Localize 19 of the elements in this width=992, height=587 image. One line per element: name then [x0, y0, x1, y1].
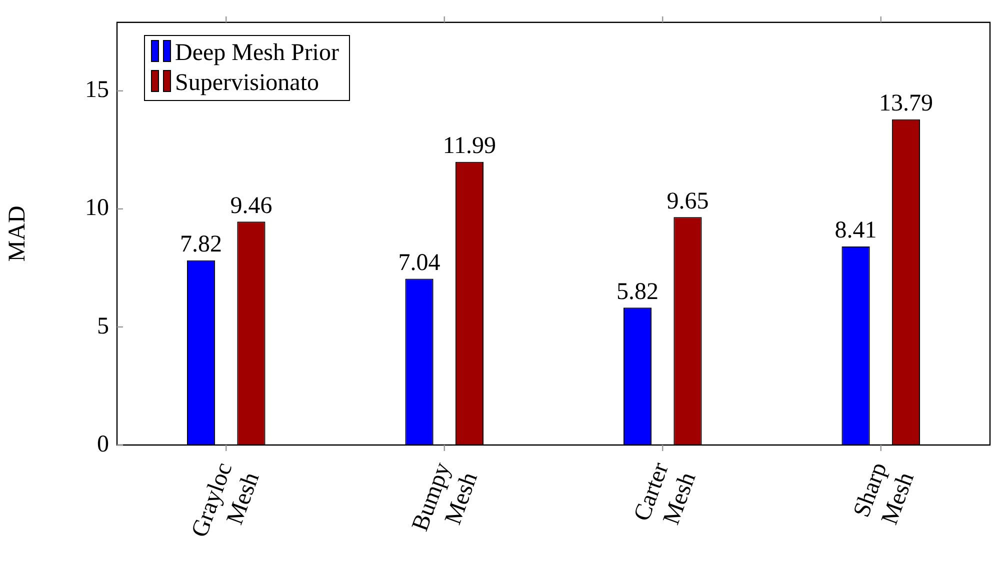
data-label: 9.65	[666, 188, 709, 214]
y-tick-label: 10	[85, 195, 109, 222]
y-tick-label: 5	[97, 313, 109, 340]
x-tick-label: Carter Mesh	[629, 459, 702, 528]
y-axis-title: MAD	[4, 206, 31, 262]
y-tick-label: 15	[85, 77, 109, 104]
data-label: 11.99	[442, 133, 496, 160]
x-tick-label: Grayloc Mesh	[186, 459, 265, 541]
x-tick-label: Bumpy Mesh	[407, 459, 483, 535]
data-label: 8.41	[834, 218, 877, 244]
legend-label: Deep Mesh Prior	[175, 40, 339, 66]
data-label: 13.79	[878, 90, 933, 117]
data-label: 5.82	[616, 278, 659, 305]
data-label: 7.04	[398, 250, 440, 276]
x-tick-label: Sharp Mesh	[848, 459, 920, 528]
data-label: 9.46	[230, 192, 272, 219]
data-label: 7.82	[180, 232, 222, 258]
y-tick-label: 0	[97, 431, 109, 458]
legend-label: Supervisionato	[175, 70, 319, 96]
